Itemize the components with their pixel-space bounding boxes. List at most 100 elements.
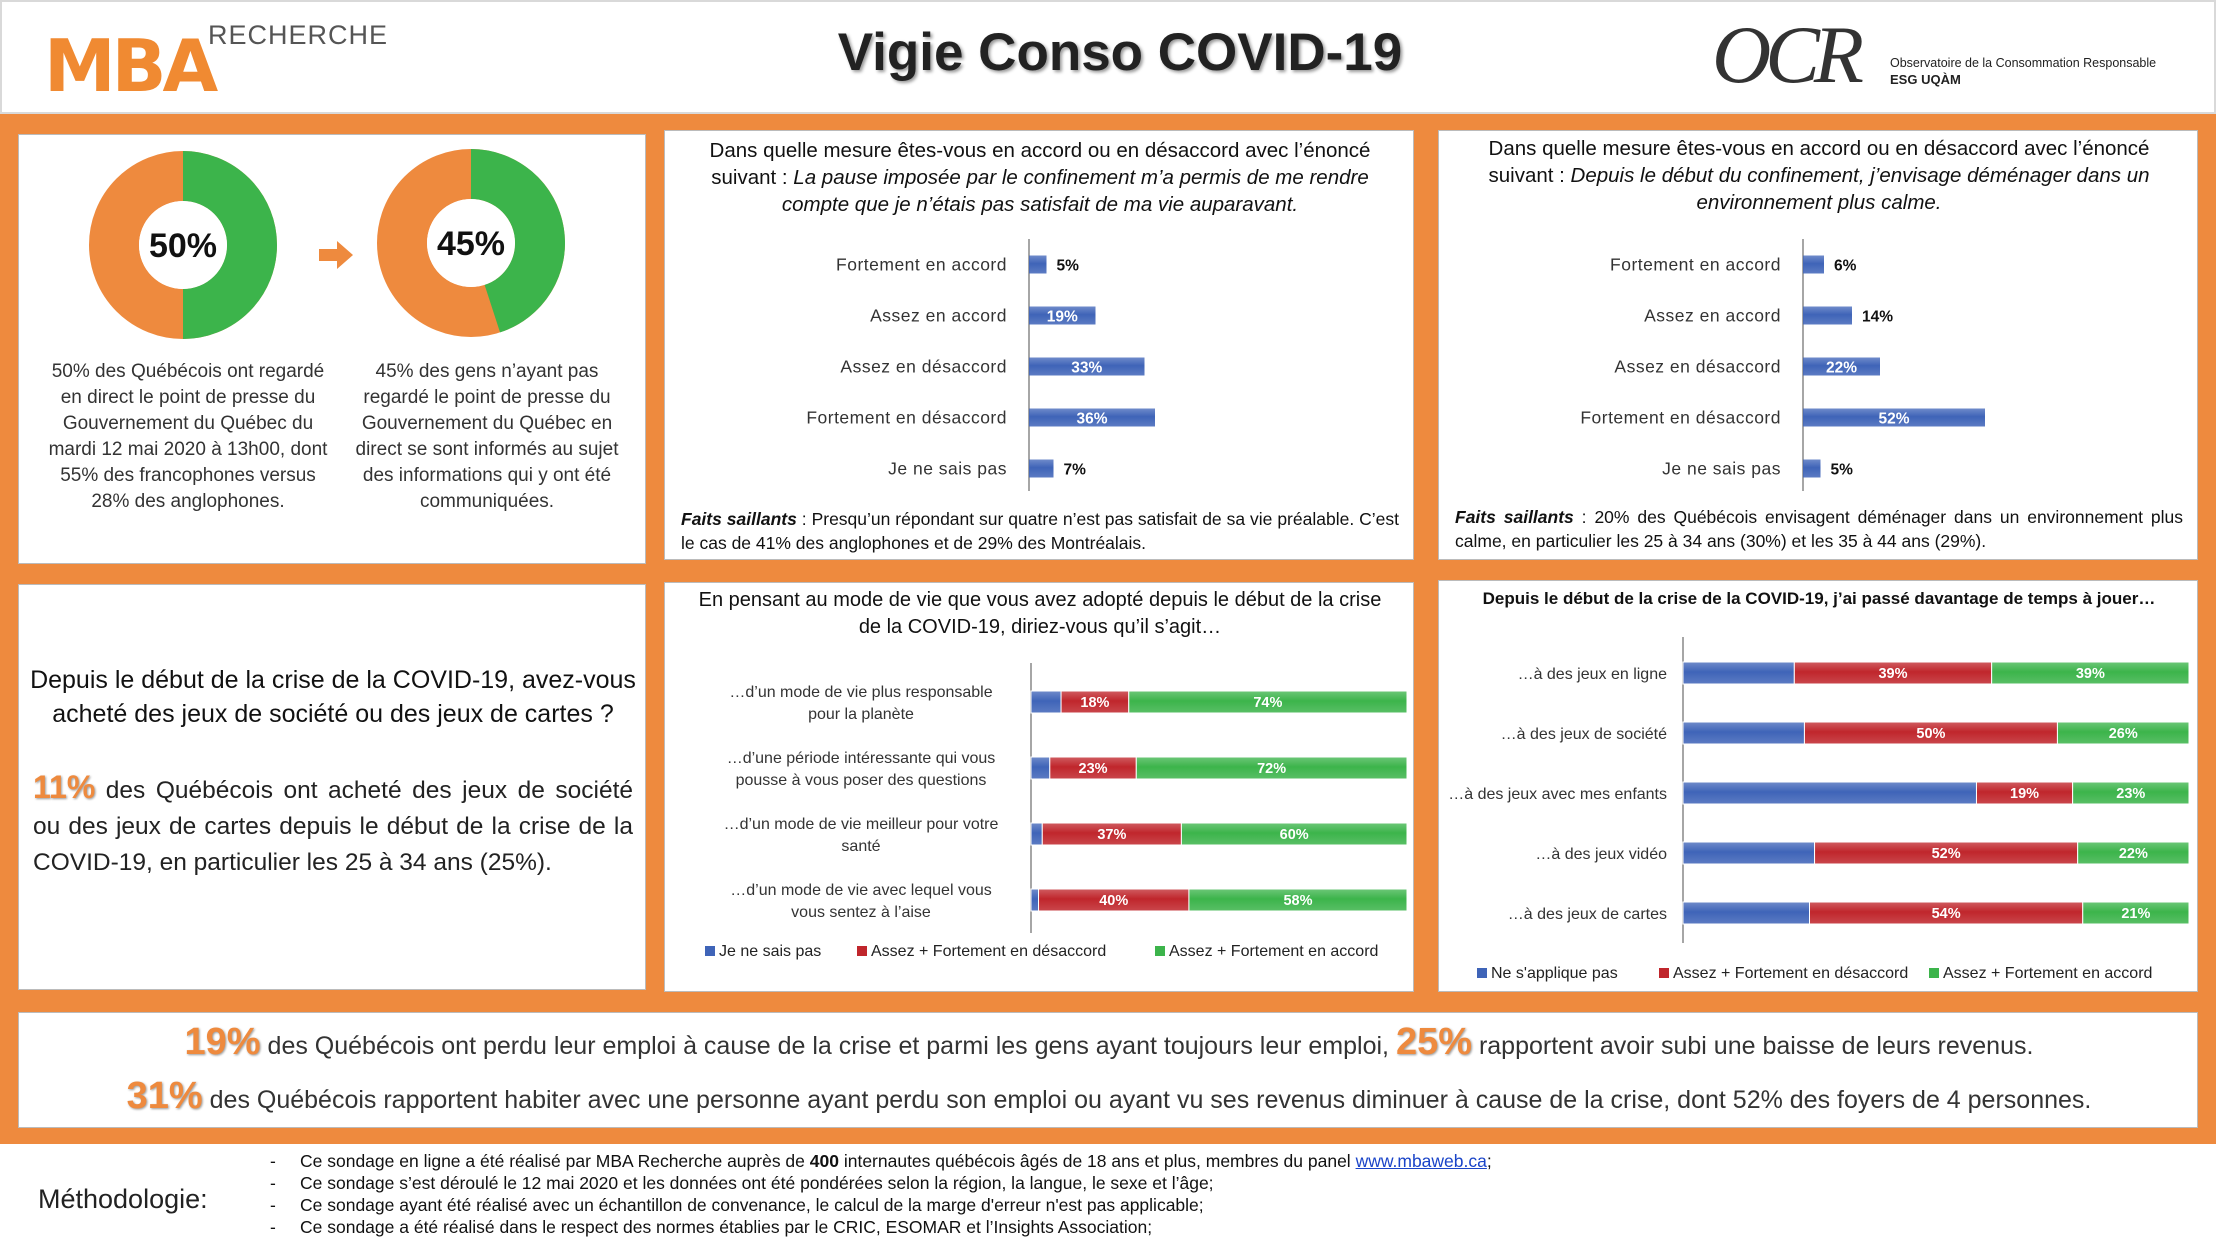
category-label: vous sentez à l’aise (791, 904, 931, 921)
methodology-item: Ce sondage a été réalisé dans le respect… (270, 1216, 2170, 1238)
stacked-bar-segment (1682, 661, 1795, 685)
segment-value-label: 18% (1080, 695, 1109, 711)
segment-value-label: 40% (1099, 893, 1128, 909)
segment-value-label: 37% (1097, 827, 1126, 843)
chart-3-svg: …d’un mode de vie plus responsable pour l… (705, 663, 1408, 960)
stacked-bar-segment (2082, 901, 2190, 925)
stacked-bar-segment (1180, 822, 1408, 846)
category-label: Je ne sais pas (1662, 459, 1781, 479)
stat-household: 31% (126, 1075, 203, 1117)
bar (1029, 357, 1145, 376)
chart-1-note-text: : Presqu’un répondant sur quatre n’est p… (681, 509, 1399, 553)
bar-value-label: 52% (1878, 411, 1909, 428)
category-label: …d’une période intéressante qui vous (727, 750, 996, 767)
category-label: …à des jeux de cartes (1508, 906, 1667, 923)
segment-value-label: 39% (1878, 666, 1907, 682)
segment-value-label: 52% (1932, 846, 1961, 862)
donut-chart-1: 50% (89, 151, 277, 339)
stacked-bar-segment (1682, 841, 1816, 865)
legend-label: Assez + Fortement en désaccord (1673, 965, 1908, 982)
panel-chart-moving: Dans quelle mesure êtes-vous en accord o… (1438, 130, 2198, 560)
methodology-item-1-d: ; (1486, 1151, 1492, 1171)
category-label: Assez en désaccord (1614, 357, 1781, 377)
chart-1-title-prefix: Dans quelle mesure êtes-vous en accord o… (709, 139, 1371, 189)
ocr-logo-line2: ESG UQÀM (1890, 72, 1961, 87)
legend-label: Je ne sais pas (719, 943, 821, 960)
chart-1-title-italic: La pause imposée par le confinement m’a … (781, 166, 1369, 216)
employment-line-2: 31% des Québécois rapportent habiter ave… (19, 1075, 2199, 1118)
category-label: Je ne sais pas (888, 459, 1007, 479)
panel-press-conference: 50% 45% 50% des Québécois ont regardé en… (18, 134, 646, 564)
chart-2-note-label: Faits saillants (1455, 507, 1574, 527)
mba-logo-subtext: RECHERCHE (208, 20, 389, 50)
category-label: …à des jeux en ligne (1518, 666, 1668, 683)
stacked-bar-segment (1030, 822, 1043, 846)
segment-value-label: 39% (2076, 666, 2105, 682)
stacked-bar-segment (2072, 781, 2190, 805)
chart-2-title-prefix: Dans quelle mesure êtes-vous en accord o… (1488, 137, 2150, 187)
methodology-label: Méthodologie: (38, 1184, 208, 1214)
category-label: Fortement en désaccord (1580, 408, 1781, 428)
bar-value-label: 19% (1047, 309, 1078, 326)
category-label: …à des jeux vidéo (1535, 846, 1667, 863)
category-label: pousse à vous poser des questions (736, 772, 987, 789)
bar-value-label: 36% (1076, 411, 1107, 428)
games-text: des Québécois ont acheté des jeux de soc… (33, 777, 633, 876)
panel-games-purchase: Depuis le début de la crise de la COVID-… (18, 584, 646, 990)
bar-value-label: 5% (1831, 462, 1854, 479)
category-label: santé (841, 838, 880, 855)
stacked-bar-segment (2077, 841, 2190, 865)
segment-value-label: 23% (1079, 761, 1108, 777)
legend-label: Assez + Fortement en désaccord (871, 943, 1106, 960)
employment-text-1: des Québécois ont perdu leur emploi à ca… (260, 1032, 1396, 1060)
category-label: Assez en accord (870, 306, 1007, 326)
stacked-bar-segment (1030, 888, 1040, 912)
bar (1803, 408, 1985, 427)
category-label: Fortement en désaccord (806, 408, 1007, 428)
segment-value-label: 23% (2116, 786, 2145, 802)
segment-value-label: 74% (1253, 695, 1282, 711)
methodology-list: Ce sondage en ligne a été réalisé par MB… (270, 1150, 2170, 1238)
bar (1803, 357, 1880, 376)
chart-1-note: Faits saillants : Presqu’un répondant su… (681, 507, 1399, 555)
legend-swatch (857, 946, 867, 956)
stacked-bar-segment (1135, 756, 1408, 780)
bar-value-label: 5% (1057, 258, 1080, 275)
stacked-bar-segment (1682, 901, 1810, 925)
panel-chart-gaming: Depuis le début de la crise de la COVID-… (1438, 580, 2198, 992)
bar-value-label: 33% (1071, 360, 1102, 377)
donut-1-caption: 50% des Québécois ont regardé en direct … (48, 361, 328, 512)
methodology-item: Ce sondage ayant été réalisé avec un éch… (270, 1194, 2170, 1216)
chart-4-title: Depuis le début de la crise de la COVID-… (1482, 589, 2156, 608)
stacked-bar-segment (1188, 888, 1408, 912)
panel-chart-satisfaction: Dans quelle mesure êtes-vous en accord o… (664, 130, 1414, 560)
donut-chart-2: 45% (377, 149, 565, 337)
games-stat: 11% (33, 769, 96, 805)
category-label: Assez en accord (1644, 306, 1781, 326)
arrow-icon (319, 241, 353, 269)
methodology-item: Ce sondage s’est déroulé le 12 mai 2020 … (270, 1172, 2170, 1194)
page-title: Vigie Conso COVID-19 (837, 23, 1403, 82)
methodology-item: Ce sondage en ligne a été réalisé par MB… (270, 1150, 2170, 1172)
legend-label: Assez + Fortement en accord (1169, 943, 1378, 960)
ocr-logo-line1: Observatoire de la Consommation Responsa… (1890, 56, 2157, 70)
stat-job-loss: 19% (184, 1021, 261, 1063)
segment-value-label: 58% (1283, 893, 1312, 909)
methodology-item-1-c: internautes québécois âgés de 18 ans et … (838, 1151, 1356, 1171)
legend-swatch (1477, 968, 1487, 978)
games-question: Depuis le début de la crise de la COVID-… (30, 666, 636, 728)
segment-value-label: 60% (1280, 827, 1309, 843)
category-label: Fortement en accord (1610, 255, 1781, 275)
segment-value-label: 54% (1932, 906, 1961, 922)
games-statement: 11% des Québécois ont acheté des jeux de… (33, 769, 633, 881)
chart-2-title-italic: Depuis le début du confinement, j’envisa… (1570, 164, 2150, 214)
category-label: Assez en désaccord (840, 357, 1007, 377)
segment-value-label: 72% (1257, 761, 1286, 777)
bar (1029, 306, 1096, 325)
stacked-bar-segment (1030, 690, 1062, 714)
employment-text-2: rapportent avoir subi une baisse de leur… (1472, 1032, 2034, 1060)
donut-2-value-arc (469, 149, 565, 333)
mba-recherche-logo: MBA RECHERCHE (40, 14, 400, 104)
mbaweb-link[interactable]: www.mbaweb.ca (1355, 1151, 1487, 1171)
ocr-logo: OCR Observatoire de la Consommation Resp… (1712, 12, 2192, 98)
